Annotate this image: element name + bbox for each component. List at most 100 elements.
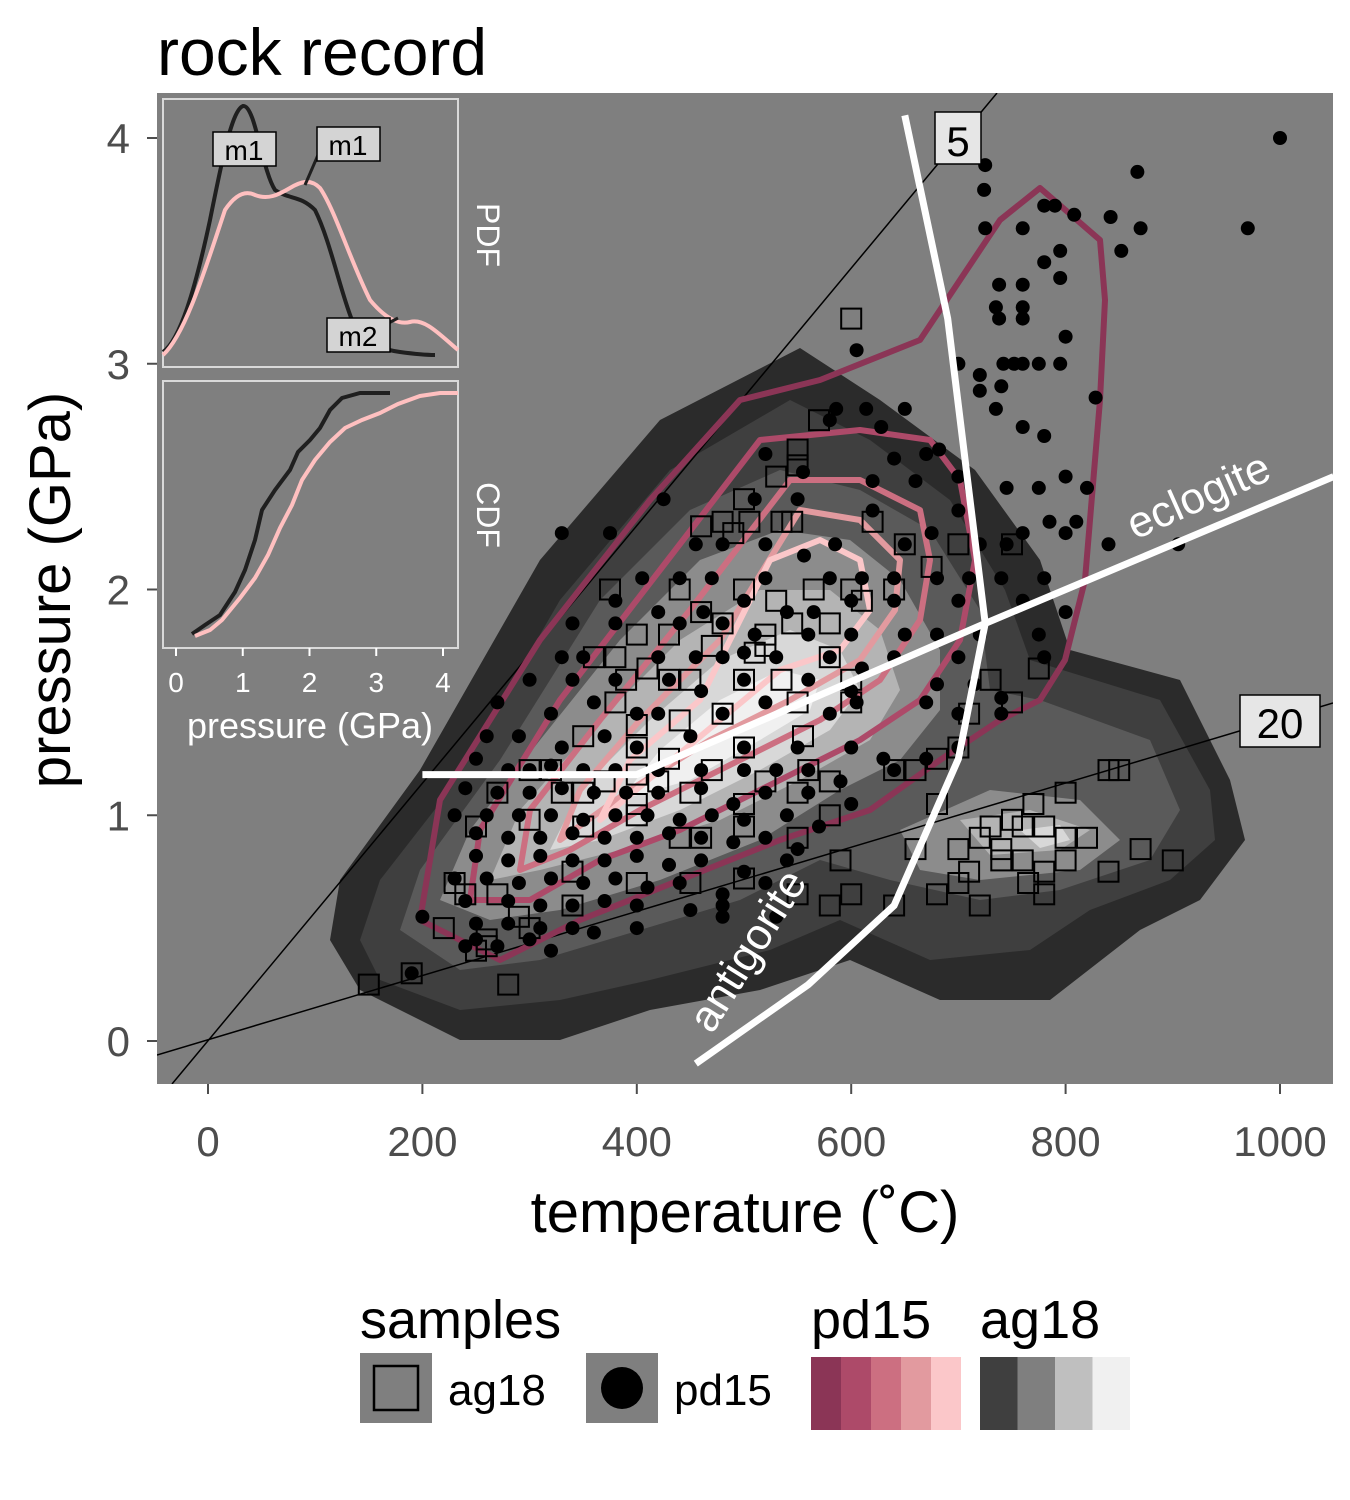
pd15-point [1037,650,1052,665]
ag18-point [808,409,830,432]
inset-x-axis-label: pressure (GPa) [187,705,433,746]
pd15-point [829,401,844,416]
legend-pd15-swatch [871,1357,901,1430]
inset-panel-label-pdf: PDF [470,203,506,267]
ag18-point [968,894,991,917]
pd15-point [696,605,711,620]
ag18-point [1076,826,1098,849]
inset-label-m1-a: m1 [212,131,277,167]
legend-pd15-swatch [931,1357,961,1430]
pd15-point [737,740,751,755]
pd15-point [688,650,703,665]
legend-pd15-colorbar [811,1357,961,1430]
ag18-point [786,454,809,477]
ag18-point [1054,826,1077,849]
pd15-point [737,593,751,608]
ag18-point [711,612,734,635]
ag18-point [625,623,648,646]
ag18-point [797,759,820,782]
pd15-point [1015,420,1030,434]
ag18-point [920,555,943,578]
ag18-point [781,510,804,533]
pd15-point [999,480,1014,495]
pd15-point [1053,271,1068,285]
pd15-point [758,537,773,552]
inset-x-tick-label: 1 [235,667,251,698]
ag18-point [550,781,573,804]
pd15-point [1273,131,1287,145]
y-tick-label: 2 [107,567,130,614]
ag18-point [781,612,804,635]
inset-x-tick-label: 0 [168,667,184,698]
pd15-point [994,571,1009,586]
ag18-point [690,601,713,624]
pd15-point [844,684,859,699]
ag18-point [615,668,638,691]
pd15-point [635,571,650,586]
pd15-point [565,853,580,868]
pd15-point [992,277,1007,292]
ag18-point [1033,815,1056,838]
pd15-point [447,871,462,886]
pd15-point [511,876,526,890]
pd15-point [554,526,569,541]
pd15-point [996,356,1011,371]
legend-pd15-title: pd15 [811,1290,931,1350]
pd15-point [672,812,687,827]
geotherm-5-line [171,93,998,1084]
pd15-point [1015,300,1030,315]
ag18-point [947,533,970,556]
y-tick-label: 0 [107,1018,130,1065]
ag18-point [840,307,863,330]
pd15-point [1015,311,1030,326]
pd15-point [737,763,751,778]
ag18-point [840,691,863,714]
ag18-point [711,702,734,725]
pd15-point [586,695,601,710]
pd15-point [844,627,859,642]
pd15-point [932,442,947,457]
pd15-point [565,672,580,687]
ag18-point [738,510,761,533]
pd15-point [1037,198,1052,213]
pd15-point [930,571,944,586]
pd15-point [479,808,494,823]
ag18-point [1022,793,1045,815]
pd15-point [469,751,483,766]
pd15-point [629,921,644,936]
ag18-point [850,589,873,612]
ag18-point [454,883,477,906]
ag18-point [947,838,970,861]
ag18-point [733,867,755,890]
pd15-point [447,808,462,823]
ag18-point [1033,860,1056,883]
pd15-point [1114,243,1129,258]
pd15-point [1080,480,1094,495]
legend-ag18-colorbar [980,1357,1130,1430]
y-axis: 0 1 2 3 4 [107,115,157,1065]
ag18-point [475,935,498,958]
y-tick-label: 4 [107,115,130,162]
ag18-point [1011,815,1034,838]
pd15-point [554,740,569,755]
inset-panel-label-cdf: CDF [470,482,506,548]
inset-pdf-pd15-curve [161,180,460,357]
pd15-point [977,182,992,197]
ag18-point [518,759,541,782]
pd15-point [930,627,944,642]
ag18-point [668,578,691,601]
ag18-point [786,438,809,461]
ag18-point [1001,533,1023,556]
pd15-point [565,616,580,631]
ag18-point [733,488,755,511]
x-tick-label: 200 [387,1118,457,1165]
pd15-point [603,526,617,541]
pd15-point [1133,221,1148,236]
ag18-point [883,759,906,782]
ag18-point [486,781,509,804]
ag18-point [926,747,948,770]
pd15-point [876,751,891,766]
pd15-point [651,605,666,620]
pd15-point [887,451,902,466]
